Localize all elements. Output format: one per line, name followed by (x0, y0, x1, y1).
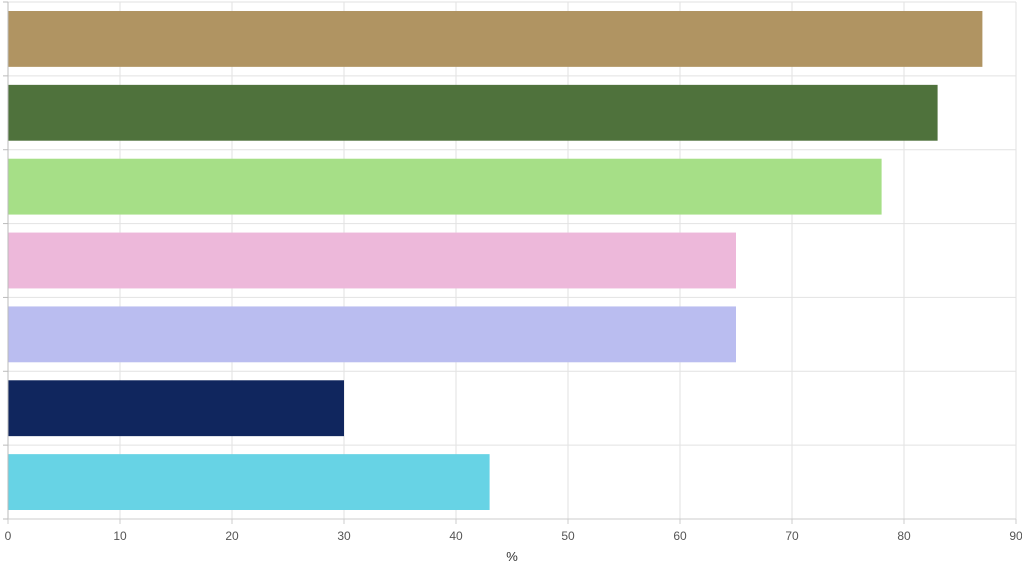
x-tick-labels: 0 10 20 30 40 50 60 70 80 90 (5, 529, 1022, 543)
axes (3, 1, 1017, 524)
bar (8, 84, 938, 141)
bars (8, 11, 983, 510)
bar (8, 232, 736, 289)
bar (8, 380, 344, 437)
x-tick-label: 50 (561, 529, 575, 543)
bar (8, 11, 983, 67)
x-tick-label: 20 (225, 529, 239, 543)
x-tick-label: 10 (113, 529, 127, 543)
x-tick-label: 70 (785, 529, 799, 543)
x-tick-label: 60 (673, 529, 687, 543)
x-tick-label: 90 (1009, 529, 1022, 543)
bar (8, 306, 736, 363)
bar (8, 454, 490, 510)
bar (8, 158, 882, 215)
x-tick-label: 80 (897, 529, 911, 543)
x-tick-label: 40 (449, 529, 463, 543)
x-tick-label: 0 (5, 529, 12, 543)
x-axis-title: % (506, 549, 518, 562)
x-tick-label: 30 (337, 529, 351, 543)
